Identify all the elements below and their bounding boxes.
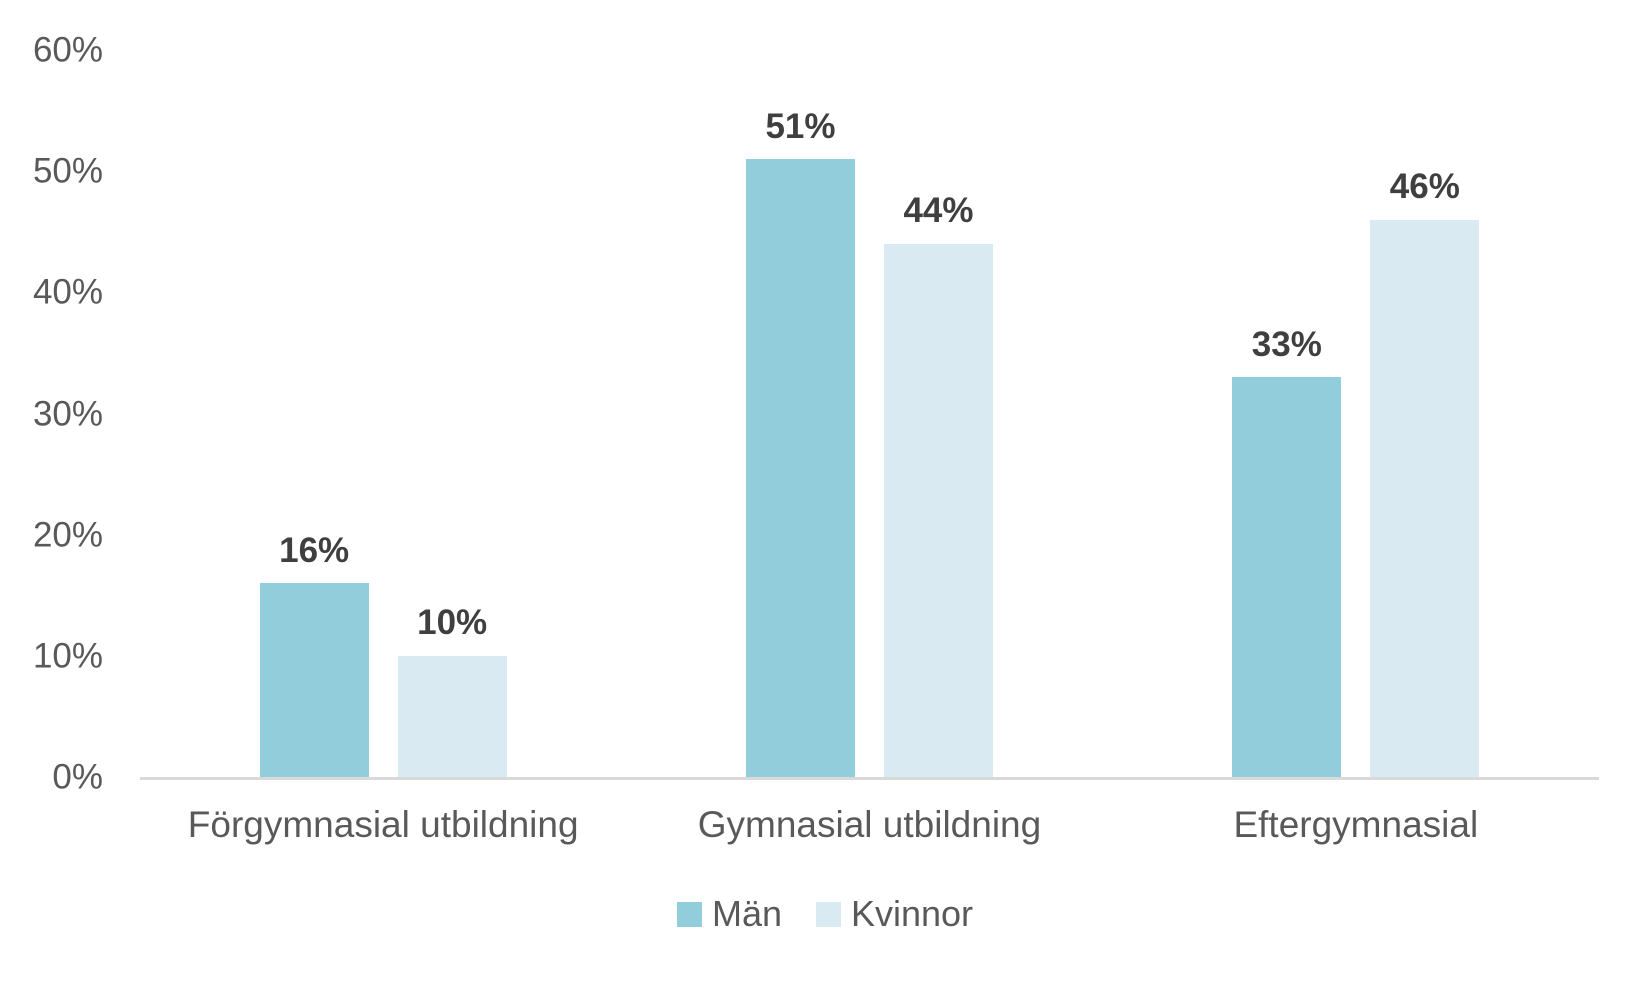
bar-group: 51% 44%: [626, 50, 1112, 777]
bar-group: 16% 10%: [140, 50, 626, 777]
bar-value-label: 16%: [279, 530, 350, 570]
y-axis: 0% 10% 20% 30% 40% 50% 60%: [0, 33, 103, 795]
bar-item: 10%: [397, 50, 507, 777]
bar-value-label: 33%: [1251, 324, 1322, 364]
legend-label: Kvinnor: [850, 893, 974, 934]
legend-item: Kvinnor: [815, 893, 974, 934]
plot-area: 16% 10% 51% 44% 33% 46%: [140, 50, 1599, 777]
legend-swatch: [676, 901, 702, 927]
y-tick-label: 0%: [52, 757, 103, 797]
y-tick-label: 50%: [32, 151, 103, 191]
bar-value-label: 10%: [417, 603, 488, 643]
bar-value-label: 46%: [1389, 167, 1460, 207]
legend-label: Män: [711, 893, 782, 934]
x-axis-line: [140, 777, 1599, 780]
category-label: Förgymnasial utbildning: [187, 804, 579, 845]
bar-kvinnor: [397, 655, 507, 777]
category-label: Eftergymnasial: [1233, 804, 1479, 845]
bar-item: 16%: [259, 50, 369, 777]
bar-group: 33% 46%: [1113, 50, 1599, 777]
legend-swatch: [815, 901, 841, 927]
bar-män: [1232, 377, 1342, 777]
y-tick-label: 10%: [32, 636, 103, 676]
x-axis-labels: Förgymnasial utbildning Gymnasial utbildn…: [140, 780, 1599, 846]
legend: Män Kvinnor: [0, 896, 1650, 932]
bar-item: 44%: [883, 50, 993, 777]
legend-item: Män: [676, 893, 782, 934]
bar-item: 46%: [1370, 50, 1480, 777]
category-label: Gymnasial utbildning: [697, 804, 1042, 845]
bar-män: [259, 583, 369, 777]
bar-kvinnor: [1370, 219, 1480, 777]
bar-kvinnor: [883, 243, 993, 777]
bar-män: [745, 159, 855, 777]
bar-value-label: 44%: [903, 191, 974, 231]
y-tick-label: 20%: [32, 515, 103, 555]
bar-item: 33%: [1232, 50, 1342, 777]
y-tick-label: 60%: [32, 30, 103, 70]
bar-value-label: 51%: [765, 106, 836, 146]
y-tick-label: 40%: [32, 272, 103, 312]
bar-item: 51%: [745, 50, 855, 777]
y-tick-label: 30%: [32, 394, 103, 433]
